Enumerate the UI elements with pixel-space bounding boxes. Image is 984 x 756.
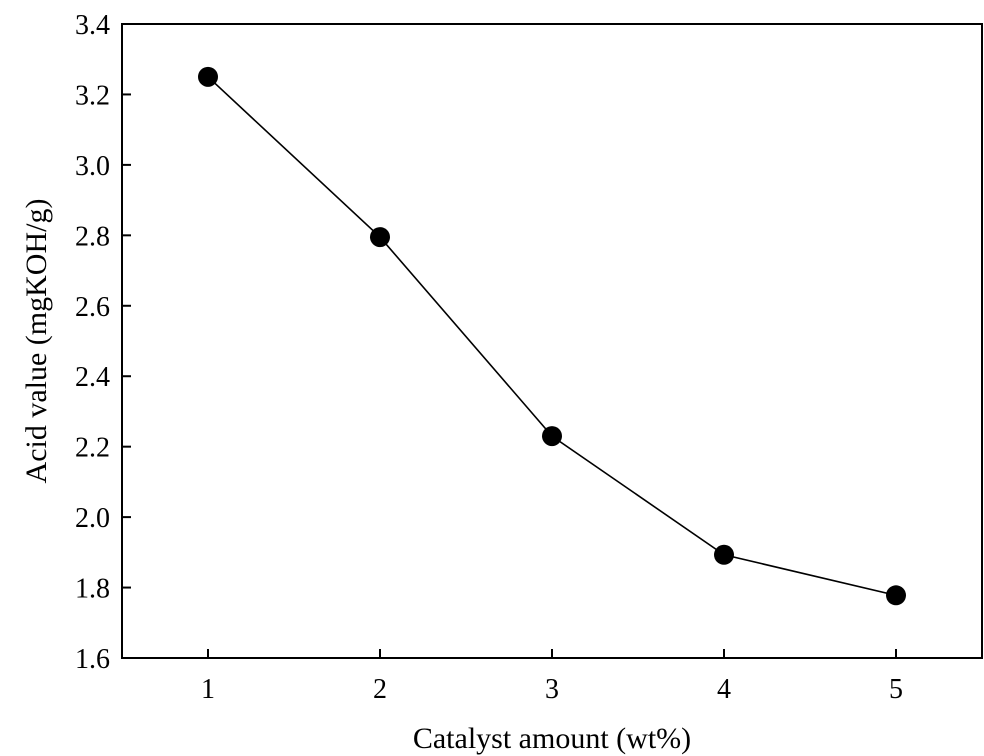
x-tick-label: 5 (889, 674, 903, 705)
data-point (542, 426, 562, 447)
y-tick-label: 3.4 (75, 10, 110, 41)
data-point (198, 66, 218, 87)
y-tick-label: 2.2 (75, 433, 110, 464)
data-point (370, 227, 390, 248)
y-tick-label: 1.8 (75, 574, 110, 605)
x-tick-label: 3 (545, 674, 559, 705)
data-point (886, 585, 906, 606)
y-tick-label: 3.2 (75, 80, 110, 111)
y-tick-label: 2.8 (75, 221, 110, 252)
y-tick-label: 1.6 (75, 644, 110, 675)
y-tick-label: 2.0 (75, 503, 110, 534)
x-tick-label: 4 (717, 674, 731, 705)
axis-ticks (122, 23, 897, 659)
data-series (198, 66, 906, 606)
plot-frame (121, 23, 983, 659)
x-tick-label: 1 (201, 674, 215, 705)
y-tick-label: 2.6 (75, 292, 110, 323)
series-line (207, 76, 897, 597)
y-tick-label: 3.0 (75, 151, 110, 182)
x-tick-label: 2 (373, 674, 387, 705)
y-tick-label: 2.4 (75, 362, 110, 393)
data-point (714, 544, 734, 565)
x-axis-title: Catalyst amount (wt%) (413, 722, 691, 755)
y-axis-title: Acid value (mgKOH/g) (20, 199, 53, 484)
tick-labels: 1.6 1.8 2.0 2.2 2.4 2.6 2.8 3.0 3.2 3.4 1 2 3 4 5 (75, 10, 903, 705)
